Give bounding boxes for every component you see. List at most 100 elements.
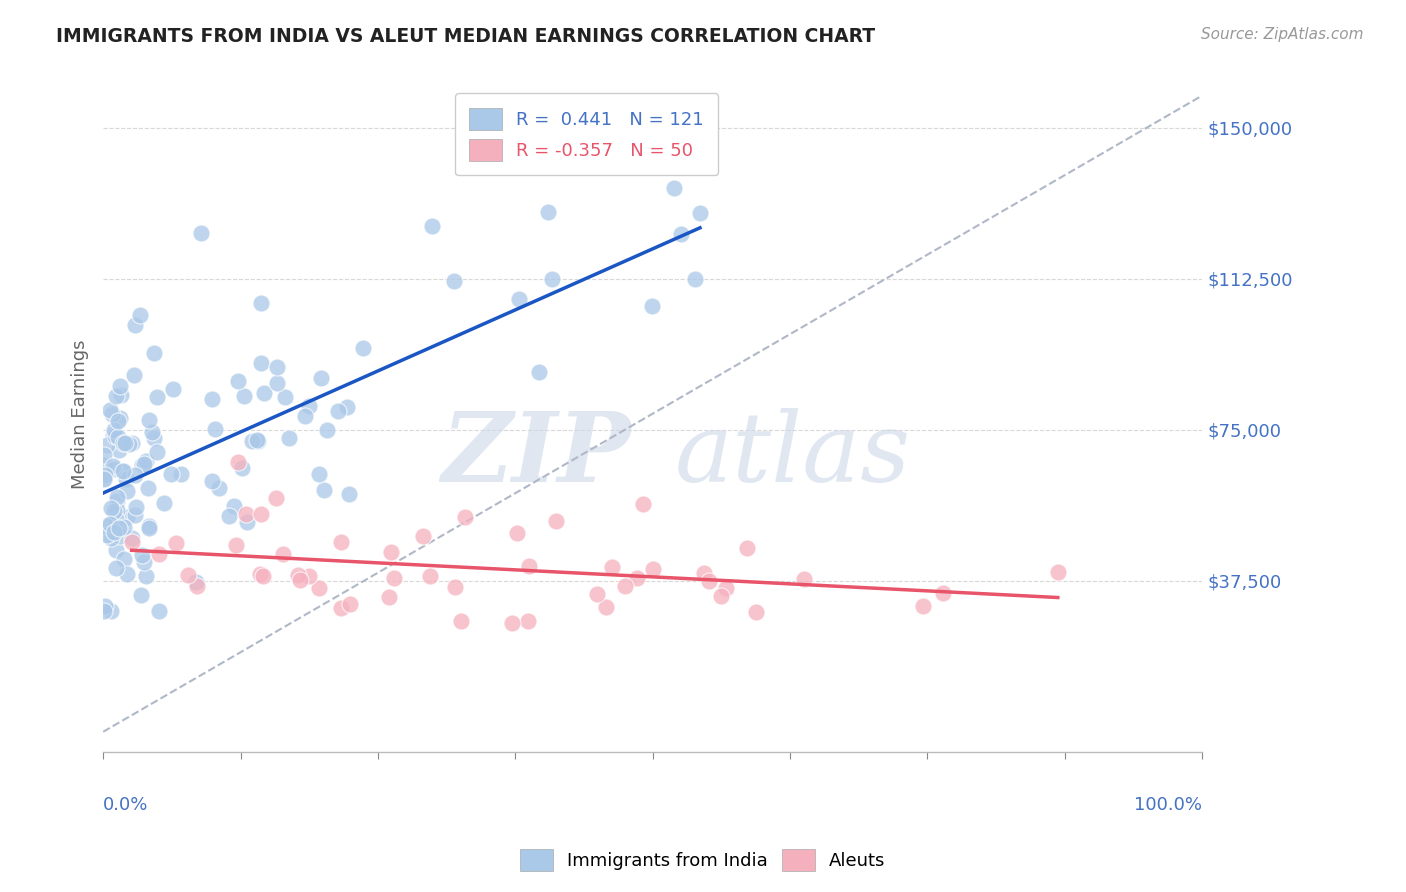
Point (662, 181, 685, 195)
Point (112, 436, 135, 450)
Point (527, 366, 550, 380)
Point (710, 590, 733, 604)
Point (222, 500, 245, 514)
Point (699, 574, 721, 589)
Point (146, 390, 169, 404)
Point (412, 529, 434, 543)
Point (298, 399, 321, 413)
Text: 0.0%: 0.0% (103, 796, 149, 814)
Point (122, 368, 145, 382)
Point (107, 430, 129, 444)
Point (641, 299, 664, 313)
Point (118, 437, 141, 451)
Point (912, 599, 935, 613)
Point (100, 531, 122, 545)
Point (105, 490, 128, 504)
Point (585, 587, 607, 601)
Point (132, 554, 155, 568)
Point (138, 413, 160, 427)
Point (93, 473, 115, 487)
Point (252, 569, 274, 583)
Point (249, 356, 271, 370)
Point (200, 392, 222, 406)
Text: ZIP: ZIP (441, 409, 631, 502)
Point (121, 531, 143, 545)
Point (382, 570, 405, 584)
Point (249, 566, 271, 581)
Point (138, 521, 160, 535)
Point (208, 481, 231, 495)
Point (101, 428, 124, 442)
Point (94, 599, 117, 613)
Point (231, 461, 253, 475)
Point (218, 509, 240, 524)
Point (101, 407, 124, 421)
Point (98, 403, 121, 417)
Point (162, 382, 184, 396)
Point (115, 566, 138, 581)
Point (93, 471, 115, 485)
Point (419, 569, 441, 583)
Point (135, 569, 157, 583)
Point (517, 614, 540, 628)
Point (546, 514, 568, 528)
Point (146, 445, 169, 459)
Point (93, 458, 115, 472)
Point (177, 568, 200, 582)
Point (148, 604, 170, 618)
Point (420, 219, 443, 233)
Point (105, 561, 128, 575)
Point (641, 562, 664, 576)
Point (115, 472, 138, 486)
Point (124, 508, 146, 522)
Point (246, 434, 269, 448)
Text: 100.0%: 100.0% (1135, 796, 1202, 814)
Point (315, 423, 337, 437)
Point (631, 497, 654, 511)
Point (108, 521, 131, 535)
Point (1046, 565, 1069, 579)
Point (378, 590, 401, 604)
Point (110, 388, 132, 402)
Point (104, 542, 127, 557)
Point (714, 581, 737, 595)
Point (190, 226, 212, 240)
Point (443, 274, 465, 288)
Legend: Immigrants from India, Aleuts: Immigrants from India, Aleuts (513, 842, 893, 879)
Point (128, 309, 150, 323)
Point (124, 318, 146, 333)
Point (298, 568, 321, 582)
Point (103, 525, 125, 540)
Point (94, 519, 117, 533)
Point (138, 519, 160, 533)
Point (93, 449, 115, 463)
Point (337, 487, 360, 501)
Point (108, 379, 131, 393)
Point (143, 346, 166, 360)
Point (235, 507, 257, 521)
Point (131, 458, 153, 472)
Point (108, 411, 131, 425)
Point (273, 547, 295, 561)
Point (93, 604, 115, 618)
Point (308, 581, 330, 595)
Point (104, 428, 127, 442)
Text: Source: ZipAtlas.com: Source: ZipAtlas.com (1201, 27, 1364, 42)
Point (250, 507, 273, 521)
Point (104, 512, 127, 526)
Point (124, 467, 146, 482)
Point (160, 467, 183, 481)
Point (450, 614, 472, 628)
Point (103, 459, 125, 474)
Point (236, 515, 259, 529)
Point (352, 342, 374, 356)
Point (165, 536, 187, 550)
Point (669, 227, 692, 242)
Point (115, 510, 138, 524)
Point (626, 571, 648, 585)
Point (184, 574, 207, 589)
Point (266, 376, 288, 390)
Point (100, 500, 122, 515)
Point (121, 534, 143, 549)
Point (115, 484, 138, 499)
